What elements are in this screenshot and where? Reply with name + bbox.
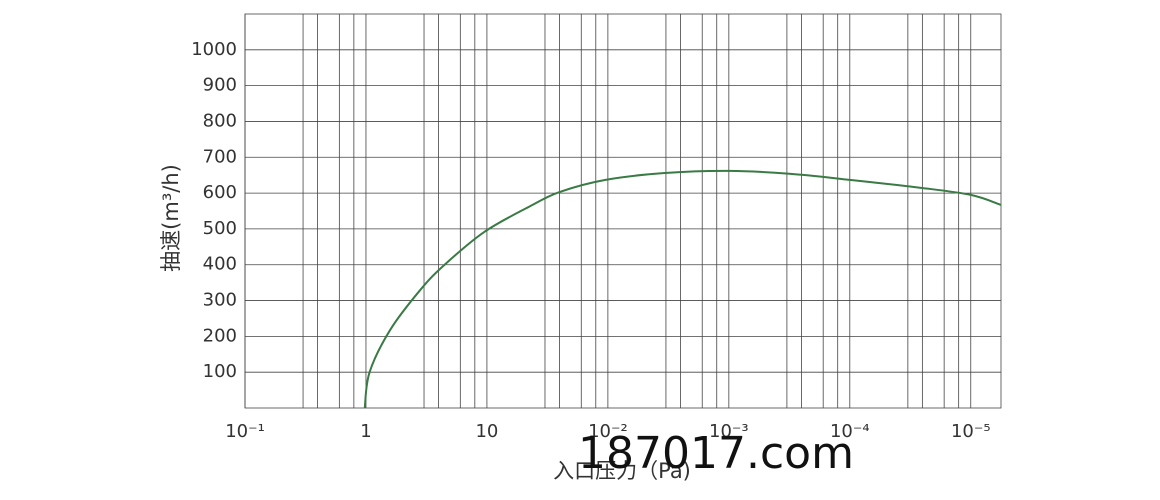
y-tick-label: 100 (203, 361, 237, 382)
x-tick-label: 10⁻⁵ (951, 421, 991, 442)
plot-frame (244, 13, 1002, 409)
x-tick-label: 10 (475, 421, 498, 442)
y-tick-label: 300 (203, 290, 237, 311)
x-tick-label: 1 (360, 421, 371, 442)
x-tick-label: 10⁻² (588, 421, 628, 442)
data-line (363, 169, 1002, 409)
y-axis-label: 抽速(m³/h) (159, 164, 183, 272)
y-tick-label: 500 (203, 218, 237, 239)
y-tick-label: 200 (203, 325, 237, 346)
x-tick-label: 10⁻⁴ (830, 421, 870, 442)
y-tick-label: 700 (203, 146, 237, 167)
y-tick-label: 400 (203, 254, 237, 275)
y-tick-label: 900 (203, 75, 237, 96)
x-tick-label: 10⁻³ (709, 421, 749, 442)
watermark: 187017.com (578, 428, 854, 479)
x-tick-label: 10⁻¹ (225, 421, 265, 442)
y-tick-label: 800 (203, 110, 237, 131)
y-tick-label: 1000 (191, 39, 237, 60)
x-axis-label: 入口压力（Pa) (553, 459, 691, 483)
y-tick-label: 600 (203, 182, 237, 203)
